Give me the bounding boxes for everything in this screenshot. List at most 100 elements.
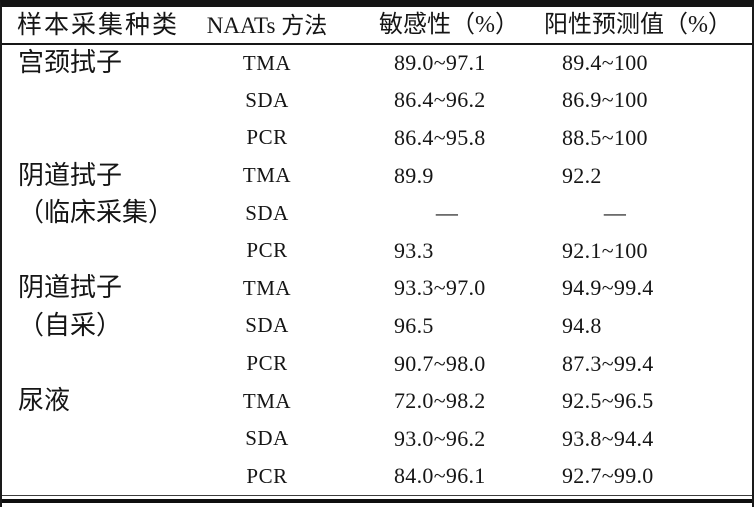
method-cell: TMA <box>197 157 337 195</box>
ppv-cell: 89.4~100 <box>532 44 752 82</box>
sample-type-cell: 阴道拭子 <box>2 270 197 308</box>
sensitivity-cell-text: 93.3~97.0 <box>394 275 486 301</box>
sensitivity-cell-text: 86.4~96.2 <box>394 87 486 113</box>
ppv-cell-text: 92.7~99.0 <box>562 463 654 489</box>
method-cell-text: PCR <box>246 463 288 488</box>
sensitivity-cell-text: 93.0~96.2 <box>394 425 486 451</box>
sensitivity-cell-text: 93.3 <box>394 237 434 263</box>
ppv-cell: 86.9~100 <box>532 82 752 120</box>
table-row: （自采） SDA 96.5 94.8 <box>2 307 752 345</box>
sample-type-cell <box>2 82 197 120</box>
ppv-cell: 93.8~94.4 <box>532 420 752 458</box>
table-row: 阴道拭子 TMA 93.3~97.0 94.9~99.4 <box>2 270 752 308</box>
method-cell: SDA <box>197 420 337 458</box>
method-cell: PCR <box>197 458 337 496</box>
method-cell-text: TMA <box>242 275 292 300</box>
sample-type-cell-text: （自采） <box>18 310 123 340</box>
method-cell: PCR <box>197 345 337 383</box>
sample-type-cell-text: 阴道拭子 <box>18 273 123 303</box>
sensitivity-cell-text: 89.9 <box>394 162 434 188</box>
sample-type-cell: 宫颈拭子 <box>2 44 197 82</box>
table-bottom-double-rule <box>2 495 752 504</box>
method-cell: SDA <box>197 82 337 120</box>
ppv-cell-text: 93.8~94.4 <box>562 425 654 451</box>
sensitivity-cell: 86.4~96.2 <box>337 82 532 120</box>
method-cell-text: PCR <box>246 351 288 376</box>
ppv-cell-text: 92.5~96.5 <box>562 388 654 414</box>
ppv-cell: 94.9~99.4 <box>532 270 752 308</box>
sample-type-cell <box>2 232 197 270</box>
sample-type-cell: 尿液 <box>2 382 197 420</box>
ppv-cell-text: 92.2 <box>562 162 602 188</box>
method-cell-text: SDA <box>245 200 289 225</box>
col-header-sensitivity: 敏感性（%） <box>337 7 532 45</box>
table-body: 宫颈拭子 TMA 89.0~97.1 89.4~100 SDA 86.4~96.2 86.9… <box>2 44 752 495</box>
ppv-cell: 92.1~100 <box>532 232 752 270</box>
sensitivity-cell: — <box>337 194 532 232</box>
ppv-cell-text: — <box>603 200 627 226</box>
sample-type-cell <box>2 458 197 496</box>
col-header-naats-method: NAATs 方法 <box>197 7 337 45</box>
ppv-cell: 92.2 <box>532 157 752 195</box>
method-cell: PCR <box>197 232 337 270</box>
sensitivity-cell: 72.0~98.2 <box>337 382 532 420</box>
ppv-cell: 88.5~100 <box>532 119 752 157</box>
col-header-sample-type: 样本采集种类 <box>2 7 197 45</box>
sensitivity-cell: 96.5 <box>337 307 532 345</box>
ppv-cell-text: 94.8 <box>562 312 602 338</box>
sensitivity-cell-text: 86.4~95.8 <box>394 124 486 150</box>
table-row: SDA 86.4~96.2 86.9~100 <box>2 82 752 120</box>
sensitivity-cell-text: 84.0~96.1 <box>394 463 486 489</box>
method-cell-text: TMA <box>242 163 292 188</box>
col-header-positive-predictive-value: 阳性预测值（%） <box>532 7 752 45</box>
sample-type-cell-text: 阴道拭子 <box>18 160 123 190</box>
method-cell: TMA <box>197 382 337 420</box>
method-cell: TMA <box>197 44 337 82</box>
ppv-cell-text: 94.9~99.4 <box>562 275 654 301</box>
ppv-cell-text: 88.5~100 <box>562 124 648 150</box>
method-cell-text: TMA <box>242 50 292 75</box>
method-cell: SDA <box>197 194 337 232</box>
method-cell-text: TMA <box>242 388 292 413</box>
sample-type-cell <box>2 345 197 383</box>
method-cell: TMA <box>197 270 337 308</box>
ppv-cell: 92.5~96.5 <box>532 382 752 420</box>
table-row: 宫颈拭子 TMA 89.0~97.1 89.4~100 <box>2 44 752 82</box>
table-row: （临床采集） SDA — — <box>2 194 752 232</box>
sensitivity-cell-text: 72.0~98.2 <box>394 388 486 414</box>
sample-type-cell: （自采） <box>2 307 197 345</box>
method-cell: PCR <box>197 119 337 157</box>
table-row: PCR 90.7~98.0 87.3~99.4 <box>2 345 752 383</box>
sensitivity-cell: 90.7~98.0 <box>337 345 532 383</box>
table-row: PCR 93.3 92.1~100 <box>2 232 752 270</box>
sample-type-cell <box>2 119 197 157</box>
sensitivity-cell: 93.0~96.2 <box>337 420 532 458</box>
sensitivity-cell-text: 90.7~98.0 <box>394 350 486 376</box>
sample-type-cell-text: （临床采集） <box>18 198 175 228</box>
naats-performance-table: 样本采集种类 NAATs 方法 敏感性（%） 阳性预测值（%） 宫颈拭子 TMA 8… <box>2 7 752 495</box>
sensitivity-cell: 89.9 <box>337 157 532 195</box>
table-row: 尿液 TMA 72.0~98.2 92.5~96.5 <box>2 382 752 420</box>
sensitivity-cell-text: 89.0~97.1 <box>394 50 486 76</box>
sensitivity-cell: 86.4~95.8 <box>337 119 532 157</box>
sample-type-cell: （临床采集） <box>2 194 197 232</box>
header-row: 样本采集种类 NAATs 方法 敏感性（%） 阳性预测值（%） <box>2 7 752 45</box>
method-cell-text: PCR <box>246 238 288 263</box>
sensitivity-cell: 93.3~97.0 <box>337 270 532 308</box>
sample-type-cell-text: 宫颈拭子 <box>18 48 123 78</box>
table-row: SDA 93.0~96.2 93.8~94.4 <box>2 420 752 458</box>
ppv-cell: 87.3~99.4 <box>532 345 752 383</box>
sensitivity-cell: 84.0~96.1 <box>337 458 532 496</box>
ppv-cell: — <box>532 194 752 232</box>
sample-type-cell-text: 尿液 <box>18 386 71 416</box>
ppv-cell: 94.8 <box>532 307 752 345</box>
method-cell-text: PCR <box>246 125 288 150</box>
table-row: PCR 84.0~96.1 92.7~99.0 <box>2 458 752 496</box>
sensitivity-cell: 93.3 <box>337 232 532 270</box>
method-cell-text: SDA <box>245 87 289 112</box>
method-cell-text: SDA <box>245 313 289 338</box>
ppv-cell: 92.7~99.0 <box>532 458 752 496</box>
ppv-cell-text: 89.4~100 <box>562 50 648 76</box>
table-row: PCR 86.4~95.8 88.5~100 <box>2 119 752 157</box>
